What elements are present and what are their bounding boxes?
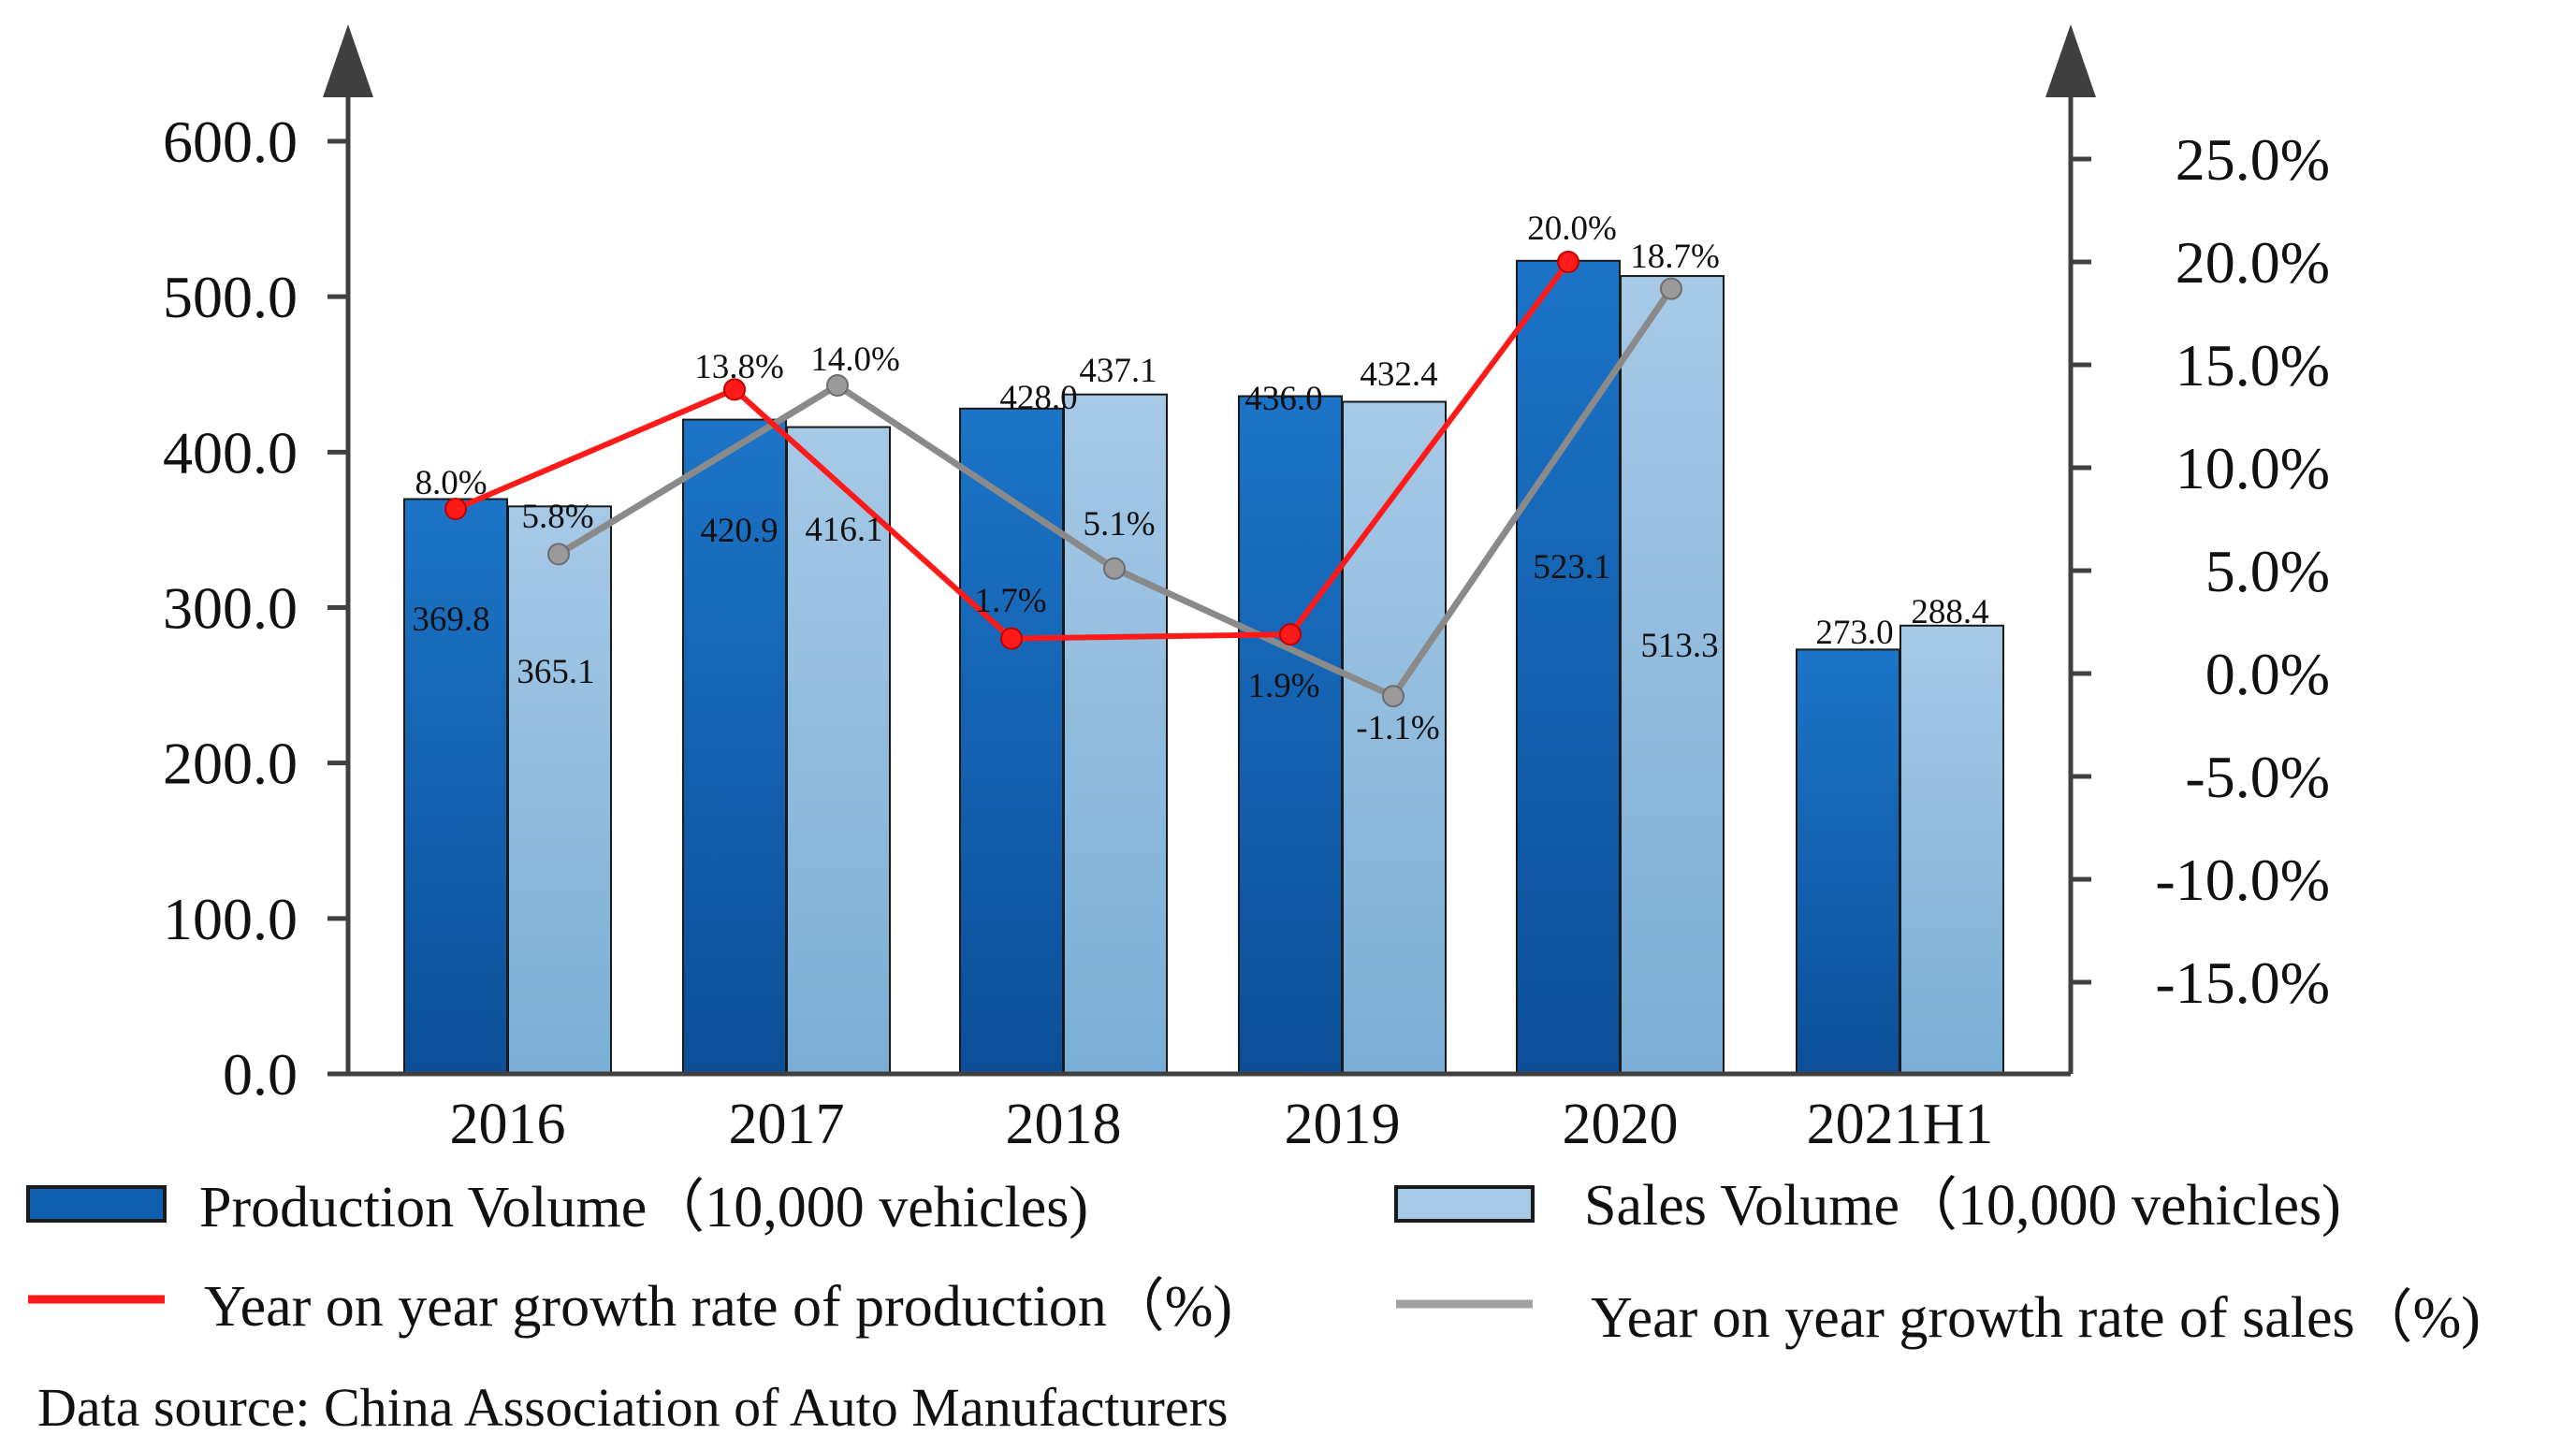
sales-bar-2019 (1342, 400, 1447, 1075)
production-value-label: 420.9 (700, 512, 778, 550)
right-axis-tick-label: -10.0% (2155, 847, 2330, 913)
x-axis-tick-label: 2021H1 (1807, 1093, 1994, 1156)
bars-layer (403, 259, 2004, 1076)
left-axis-tick-label: 600.0 (163, 109, 298, 175)
labels-layer: 369.8 420.9 428.0 436.0 523.1 273.0 365.1 416.1… (412, 210, 1988, 747)
x-axis-tick-label: 2018 (1006, 1093, 1122, 1156)
production-growth-point-2018 (1000, 627, 1023, 650)
legend-label-production: Production Volume（10,000 vehicles) (199, 1176, 1088, 1239)
production-bar-2016 (403, 498, 508, 1075)
x-axis-tick-label: 2019 (1285, 1093, 1401, 1156)
sales-growth-label: 18.7% (1630, 238, 1720, 276)
production-value-label: 523.1 (1533, 548, 1610, 587)
production-growth-label: 13.8% (694, 348, 784, 386)
right-axis-tick-label: -15.0% (2155, 949, 2330, 1016)
right-axis-tick-label: 20.0% (2176, 229, 2330, 296)
x-axis-tick-label: 2020 (1563, 1093, 1679, 1156)
production-bar-2019 (1238, 395, 1343, 1076)
legend-label-sales-growth: Year on year growth rate of sales（%) (1591, 1286, 2481, 1350)
production-value-label: 428.0 (999, 379, 1077, 417)
sales-growth-label: 5.1% (1083, 505, 1155, 543)
production-value-label: 369.8 (412, 601, 489, 639)
sales-growth-label: -1.1% (1356, 709, 1439, 747)
left-axis-arrow-icon (323, 24, 373, 97)
sales-bar-2020 (1620, 275, 1725, 1075)
legend-label-sales: Sales Volume（10,000 vehicles) (1584, 1174, 2341, 1238)
sales-growth-point-2018 (1103, 557, 1126, 580)
production-growth-point-2016 (444, 498, 467, 520)
production-growth-point-2020 (1557, 251, 1579, 273)
production-value-label: 436.0 (1244, 380, 1322, 418)
production-growth-label: 20.0% (1527, 210, 1617, 248)
right-axis-tick-label: 25.0% (2176, 126, 2330, 193)
sales-growth-point-2016 (547, 543, 570, 566)
sales-value-label: 437.1 (1079, 352, 1157, 390)
left-axis-tick-label: 500.0 (163, 264, 298, 330)
sales-value-label: 432.4 (1360, 355, 1437, 394)
data-source-note: Data source: China Association of Auto M… (37, 1377, 1228, 1438)
sales-bar-2016 (507, 505, 612, 1075)
left-axis-tick-label: 100.0 (163, 886, 298, 952)
production-growth-label: 8.0% (415, 464, 487, 502)
left-axis-tick-label: 300.0 (163, 575, 298, 642)
production-growth-label: 1.7% (974, 582, 1046, 620)
left-axis-tick-label: 0.0 (223, 1041, 298, 1108)
production-growth-label: 1.9% (1247, 667, 1319, 705)
production-bar-2020 (1516, 259, 1621, 1075)
left-axis-tick-label: 200.0 (163, 731, 298, 797)
legend-swatch-production (26, 1185, 167, 1223)
right-axis-tick-label: 10.0% (2176, 435, 2330, 501)
sales-value-label: 288.4 (1911, 593, 1988, 631)
sales-growth-point-2020 (1660, 277, 1682, 300)
production-growth-point-2019 (1279, 623, 1302, 646)
x-axis-tick-label: 2017 (729, 1093, 845, 1156)
sales-bar-2017 (786, 426, 891, 1075)
right-axis-tick-label: 5.0% (2205, 538, 2330, 604)
sales-growth-label: 5.8% (521, 498, 593, 536)
production-bar-2018 (959, 407, 1064, 1076)
right-axis-tick-label: 0.0% (2205, 641, 2330, 707)
sales-growth-point-2017 (826, 374, 849, 397)
right-axis-tick-label: 15.0% (2176, 332, 2330, 398)
sales-value-label: 365.1 (517, 653, 594, 691)
production-growth-point-2017 (723, 378, 746, 401)
x-axis-tick-label: 2016 (450, 1093, 566, 1156)
sales-bar-2021H1 (1899, 624, 2004, 1075)
sales-growth-point-2019 (1382, 685, 1404, 708)
sales-value-label: 513.3 (1640, 627, 1718, 665)
sales-growth-label: 14.0% (810, 341, 900, 379)
left-axis-tick-label: 400.0 (163, 419, 298, 485)
legend-label-production-growth: Year on year growth rate of production（%… (204, 1275, 1232, 1339)
right-axis-tick-label: -5.0% (2185, 744, 2330, 810)
production-bar-2021H1 (1796, 648, 1900, 1075)
production-value-label: 273.0 (1815, 614, 1893, 652)
legend: Production Volume（10,000 vehicles) Sales … (26, 1174, 2481, 1438)
growth-lines-layer (444, 251, 1682, 708)
right-axis-arrow-icon (2045, 24, 2096, 97)
production-bar-2017 (682, 418, 787, 1075)
sales-bar-2018 (1063, 393, 1168, 1075)
axes-layer: 0.0 100.0 200.0 300.0 400.0 500.0 600.0 -15.0% -… (163, 24, 2330, 1156)
legend-swatch-sales (1394, 1185, 1535, 1223)
sales-value-label: 416.1 (805, 511, 882, 549)
